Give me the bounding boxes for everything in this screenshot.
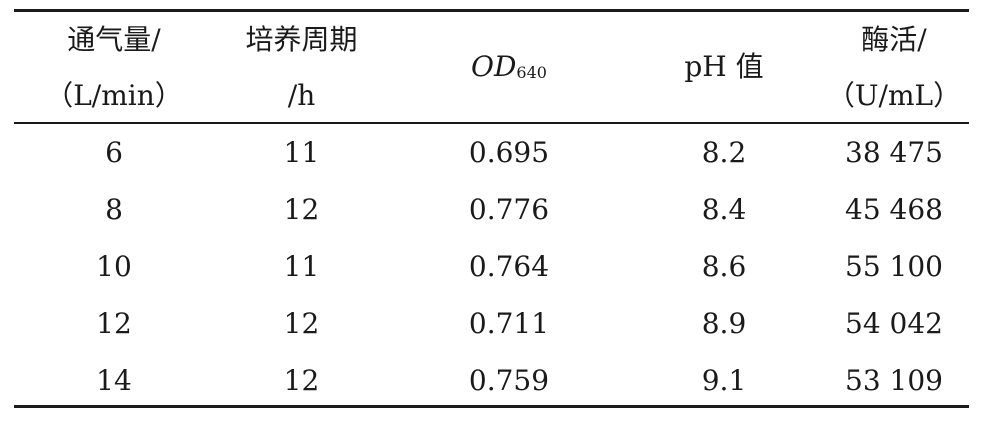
cell-ph: 8.2: [701, 136, 747, 169]
cell-aeration-rate: 10: [96, 250, 132, 283]
cell-enzyme-activity: 38 475: [845, 136, 943, 169]
cell-enzyme-activity: 54 042: [845, 307, 943, 340]
header-ph-label: pH 值: [684, 50, 764, 83]
header-od640-label: OD640: [389, 53, 629, 87]
header-ph: pH 值: [629, 0, 819, 120]
cell-enzyme-activity: 53 109: [845, 364, 943, 397]
header-aeration-rate: 通气量/ （L/min）: [14, 0, 214, 120]
cell-culture-period: 11: [283, 136, 320, 169]
cell-od640: 0.695: [468, 136, 550, 169]
cell-aeration-rate: 8: [105, 193, 123, 226]
table-bottom-rule: [14, 405, 969, 408]
cell-enzyme-activity: 45 468: [845, 193, 943, 226]
cell-ph: 8.9: [701, 307, 747, 340]
table-row: 6 11 0.695 8.2 38 475: [14, 124, 969, 181]
cell-od640: 0.759: [468, 364, 550, 397]
cell-culture-period: 12: [283, 193, 320, 226]
cell-ph: 8.6: [701, 250, 747, 283]
cell-aeration-rate: 14: [96, 364, 132, 397]
table-row: 8 12 0.776 8.4 45 468: [14, 181, 969, 238]
cell-od640: 0.711: [468, 307, 550, 340]
header-enzyme-activity-line2: （U/mL）: [826, 79, 962, 112]
cell-aeration-rate: 6: [105, 136, 123, 169]
header-od-subscript: 640: [516, 63, 547, 82]
header-culture-period: 培养周期 /h: [214, 0, 389, 120]
table-row: 14 12 0.759 9.1 53 109: [14, 352, 969, 409]
table-row: 12 12 0.711 8.9 54 042: [14, 295, 969, 352]
cell-ph: 8.4: [701, 193, 747, 226]
header-od640: OD640: [389, 0, 629, 120]
cell-enzyme-activity: 55 100: [845, 250, 943, 283]
data-table: 通气量/ （L/min） 培养周期 /h OD640 pH 值 酶活/ （U/m…: [14, 0, 969, 428]
cell-aeration-rate: 12: [96, 307, 132, 340]
table-header-rule: [14, 122, 969, 124]
cell-culture-period: 11: [283, 250, 320, 283]
header-culture-period-line1: 培养周期: [245, 23, 358, 56]
header-aeration-rate-line1: 通气量/: [67, 23, 161, 56]
cell-ph: 9.1: [701, 364, 747, 397]
table-top-rule: [14, 9, 969, 12]
cell-culture-period: 12: [283, 307, 320, 340]
header-enzyme-activity: 酶活/ （U/mL）: [819, 0, 969, 120]
header-od-main: OD: [471, 50, 517, 83]
cell-od640: 0.764: [468, 250, 550, 283]
cell-od640: 0.776: [468, 193, 550, 226]
table-row: 10 11 0.764 8.6 55 100: [14, 238, 969, 295]
header-enzyme-activity-line1: 酶活/: [861, 23, 927, 56]
cell-culture-period: 12: [283, 364, 320, 397]
header-aeration-rate-line2: （L/min）: [45, 79, 183, 112]
header-culture-period-line2: /h: [287, 79, 316, 112]
